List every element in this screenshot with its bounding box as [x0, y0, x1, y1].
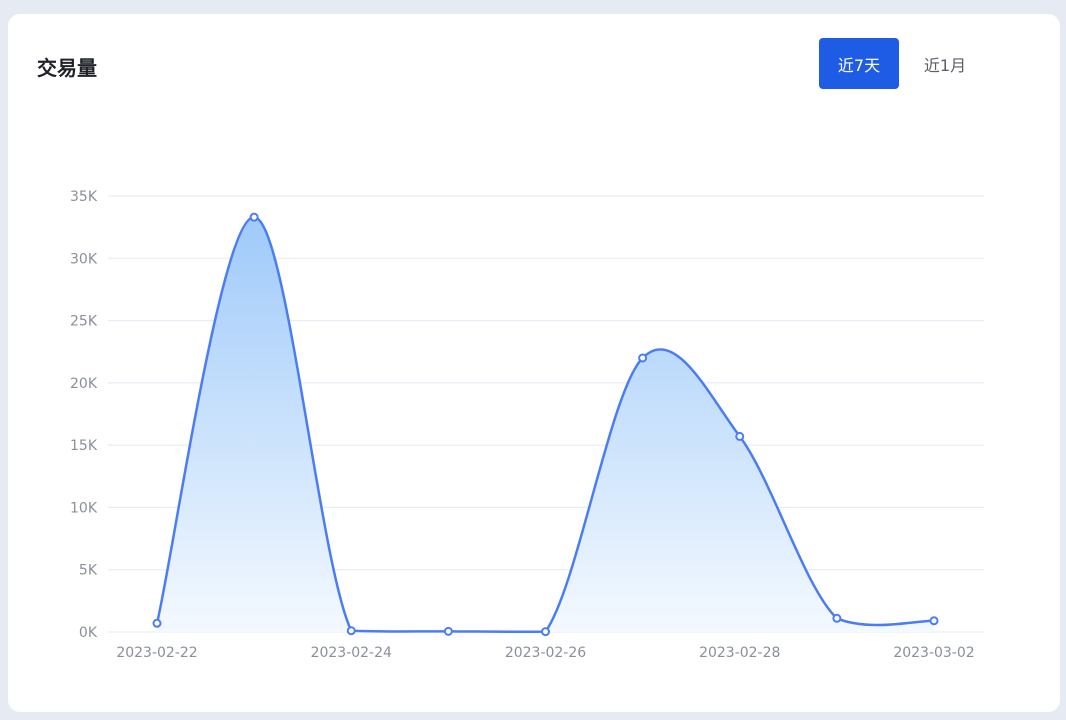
data-point	[152, 618, 162, 628]
y-tick-label: 10K	[70, 500, 98, 516]
y-tick-label: 5K	[79, 563, 98, 579]
x-tick-label: 2023-03-02	[893, 645, 974, 661]
data-point	[929, 616, 939, 626]
y-tick-label: 0K	[79, 625, 98, 641]
data-point	[249, 212, 259, 222]
series-area	[157, 217, 934, 632]
data-point	[832, 613, 842, 623]
x-tick-label: 2023-02-28	[699, 645, 780, 661]
x-tick-label: 2023-02-24	[311, 645, 392, 661]
tab-last-7-days[interactable]: 近7天	[819, 38, 899, 89]
data-point	[638, 353, 648, 363]
y-tick-label: 25K	[70, 314, 98, 330]
data-point	[541, 627, 550, 637]
y-tick-label: 15K	[70, 438, 98, 454]
tab-last-1-month[interactable]: 近1月	[923, 55, 967, 75]
data-point	[443, 626, 453, 636]
data-point	[735, 431, 745, 441]
x-tick-label: 2023-02-26	[505, 645, 586, 661]
range-tabs: 近7天 近1月	[819, 38, 985, 89]
y-tick-label: 20K	[70, 376, 98, 392]
data-point	[346, 626, 356, 636]
y-tick-label: 30K	[70, 251, 98, 267]
y-tick-label: 35K	[70, 189, 98, 205]
x-tick-label: 2023-02-22	[116, 645, 197, 661]
card-title: 交易量	[37, 56, 97, 80]
